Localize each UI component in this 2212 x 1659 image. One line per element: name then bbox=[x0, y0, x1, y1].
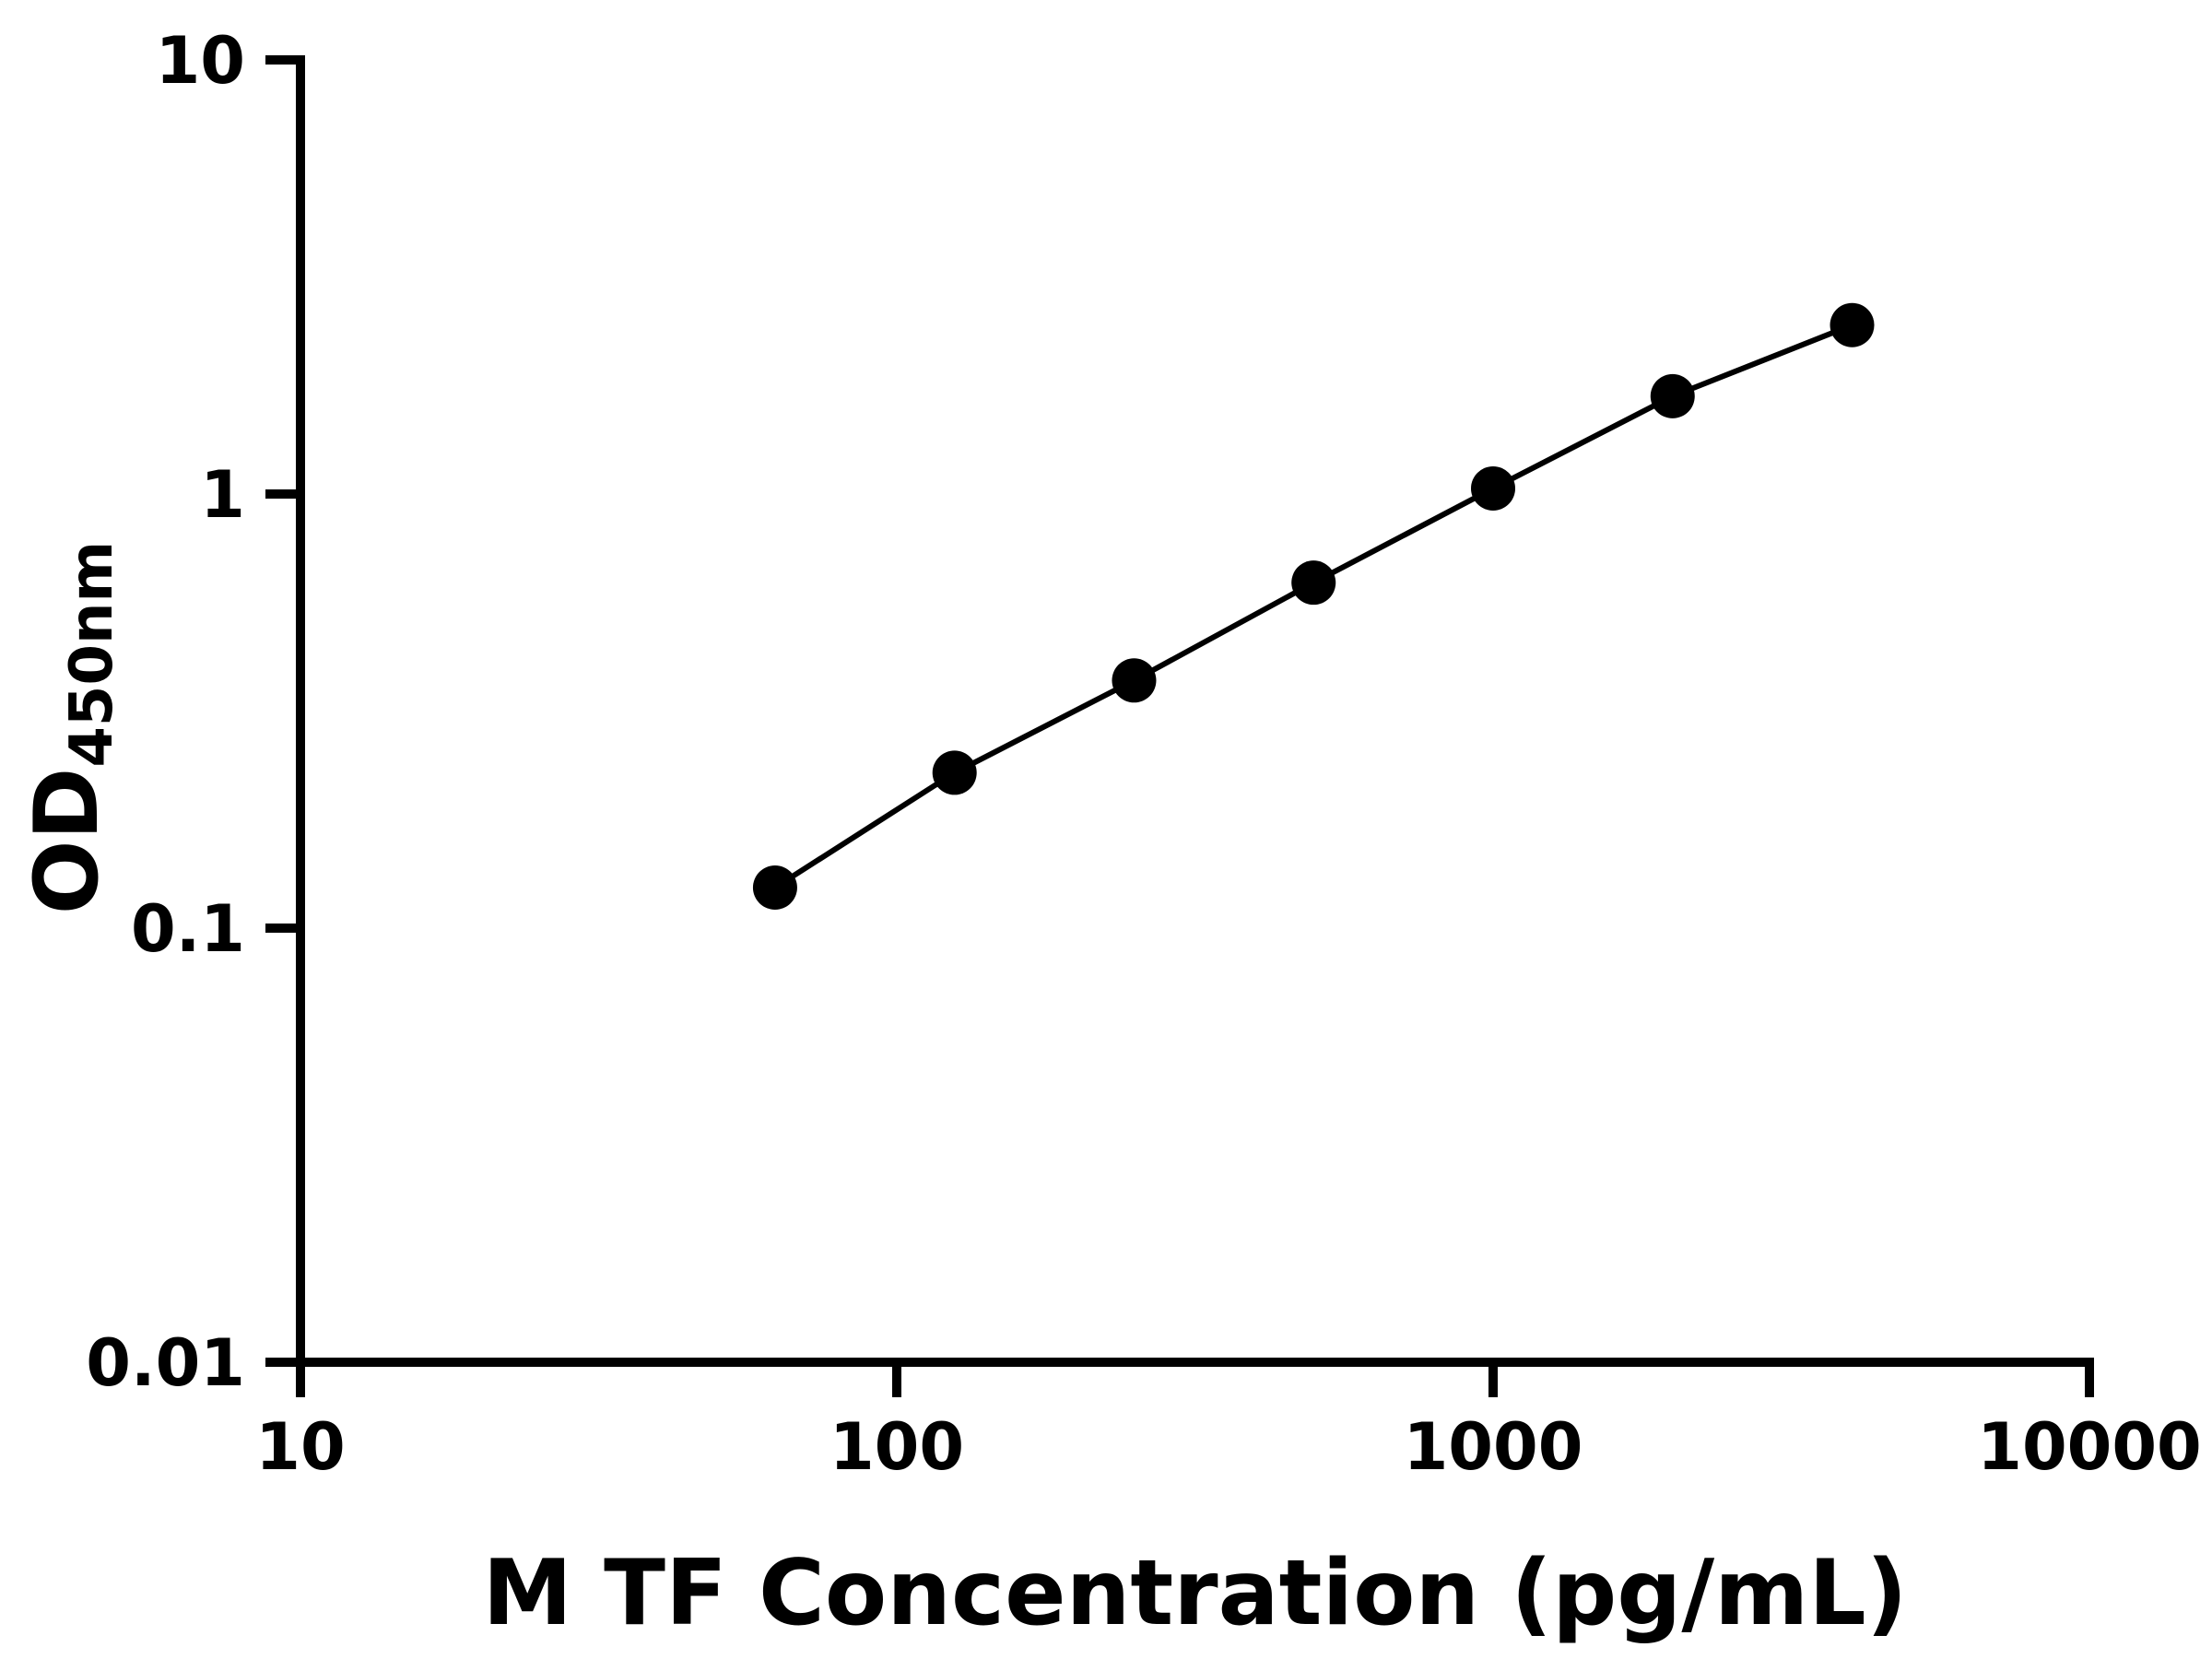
y-axis-title-subscript: 450nm bbox=[58, 541, 126, 768]
x-tick-label: 10 bbox=[255, 1409, 345, 1485]
y-tick-label: 10 bbox=[156, 23, 245, 99]
y-axis-title-main: OD bbox=[17, 768, 118, 915]
data-point bbox=[1650, 373, 1695, 418]
data-point bbox=[1471, 465, 1515, 511]
x-tick-label: 10000 bbox=[1977, 1409, 2202, 1485]
y-tick-label: 0.01 bbox=[86, 1325, 245, 1401]
data-point bbox=[932, 750, 977, 795]
x-axis-title: M TF Concentration (pg/mL) bbox=[482, 1541, 1907, 1646]
data-point bbox=[1291, 560, 1336, 606]
x-tick-label: 1000 bbox=[1404, 1409, 1583, 1485]
y-tick-label: 0.1 bbox=[131, 891, 245, 967]
data-point bbox=[752, 865, 797, 910]
y-axis-title: OD450nm bbox=[17, 541, 126, 914]
x-tick-label: 100 bbox=[830, 1409, 964, 1485]
y-tick-label: 1 bbox=[200, 457, 245, 533]
data-point bbox=[1112, 658, 1157, 703]
data-point bbox=[1830, 302, 1875, 347]
